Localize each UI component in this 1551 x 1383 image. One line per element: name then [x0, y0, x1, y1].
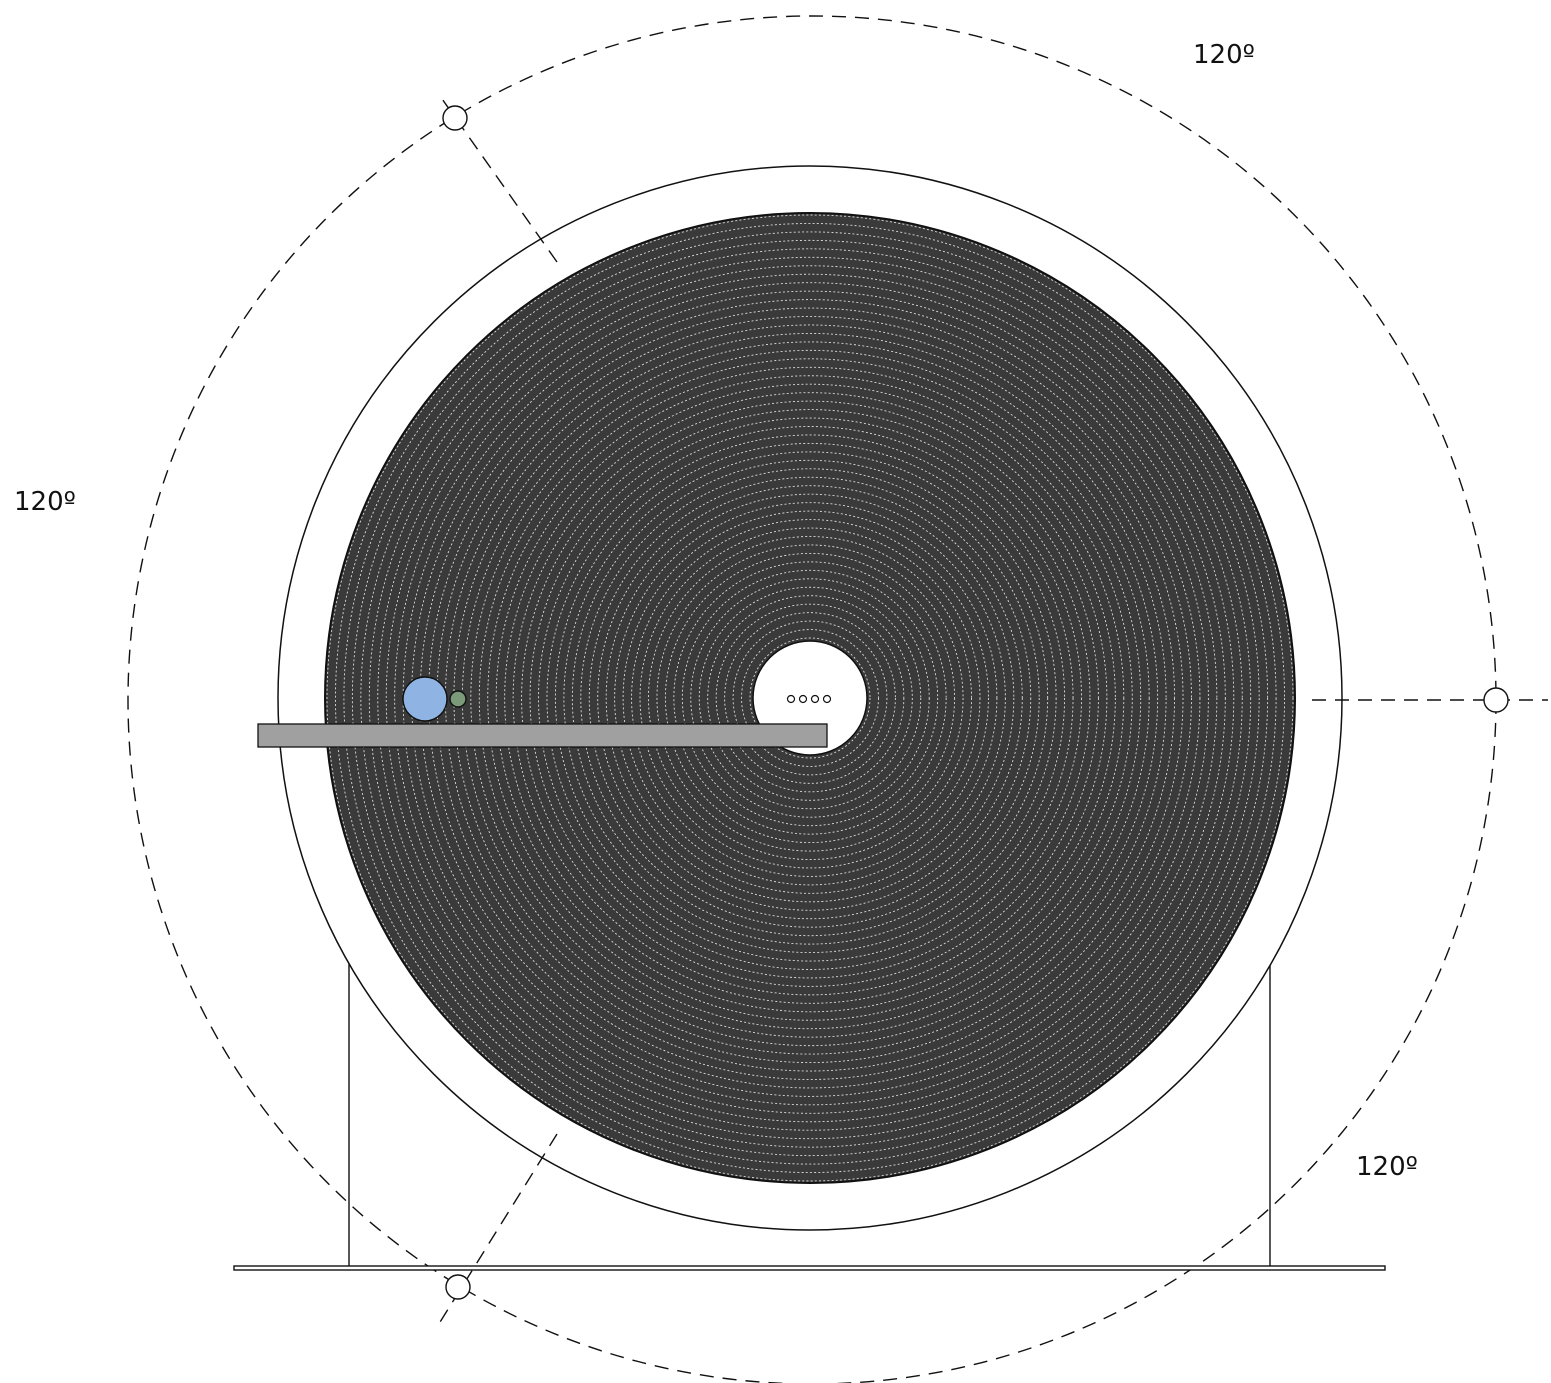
- element-ring: [411, 299, 1209, 1097]
- element-ring: [444, 332, 1176, 1064]
- element-ring: [495, 383, 1125, 1013]
- element-ring: [597, 485, 1023, 911]
- element-ring: [487, 375, 1133, 1021]
- element-ring: [639, 527, 981, 869]
- element-ring: [554, 442, 1066, 954]
- element-ring: [385, 273, 1235, 1123]
- mount-point-240deg: [445, 1274, 471, 1300]
- element-ring: [461, 349, 1159, 1047]
- element-ring: [690, 578, 930, 818]
- angle-label-left: 120º: [14, 487, 76, 517]
- element-ring: [580, 468, 1040, 928]
- mount-point-0deg: [1483, 687, 1509, 713]
- blue-marker: [402, 676, 448, 722]
- element-ring: [504, 392, 1116, 1004]
- element-ring: [681, 569, 939, 827]
- horizontal-arm: [257, 723, 828, 748]
- hub-dot: [798, 694, 808, 704]
- element-ring: [335, 223, 1285, 1173]
- hub-dot: [810, 694, 820, 704]
- element-ring: [698, 586, 922, 810]
- element-ring: [563, 451, 1057, 945]
- hub-dots: [786, 694, 832, 704]
- element-ring: [656, 544, 964, 852]
- element-ring: [622, 510, 998, 886]
- element-ring: [394, 282, 1226, 1114]
- element-ring: [749, 637, 871, 759]
- mount-point-120deg: [442, 105, 468, 131]
- element-ring: [673, 561, 947, 835]
- angle-label-bottom-right: 120º: [1356, 1152, 1418, 1182]
- element-ring: [368, 256, 1252, 1140]
- hub-dot: [786, 694, 796, 704]
- element-ring: [512, 400, 1108, 996]
- element-ring: [707, 595, 913, 801]
- element-ring: [614, 502, 1006, 894]
- element-ring: [538, 426, 1082, 970]
- element-ring: [470, 358, 1150, 1038]
- angle-label-top-right: 120º: [1193, 40, 1255, 70]
- element-ring: [351, 239, 1269, 1157]
- element-ring: [377, 265, 1243, 1131]
- element-ring: [724, 612, 896, 784]
- element-ring: [343, 231, 1277, 1165]
- element-ring: [529, 417, 1091, 979]
- element-ring: [648, 536, 972, 860]
- element-ring: [436, 324, 1184, 1072]
- element-ring: [521, 409, 1099, 987]
- element-ring: [326, 214, 1294, 1182]
- element-ring: [605, 493, 1015, 903]
- element-ring: [664, 552, 956, 844]
- green-marker: [449, 690, 467, 708]
- base-plate: [233, 1265, 1386, 1271]
- element-ring: [419, 307, 1201, 1089]
- element-ring: [546, 434, 1074, 962]
- element-ring: [571, 459, 1049, 937]
- element-ring: [360, 248, 1260, 1148]
- element-ring: [631, 519, 989, 877]
- element-ring: [732, 620, 888, 776]
- element-ring: [478, 366, 1142, 1030]
- element-ring: [741, 629, 879, 767]
- element-ring: [588, 476, 1032, 920]
- element-ring: [715, 603, 905, 793]
- hub-dot: [822, 694, 832, 704]
